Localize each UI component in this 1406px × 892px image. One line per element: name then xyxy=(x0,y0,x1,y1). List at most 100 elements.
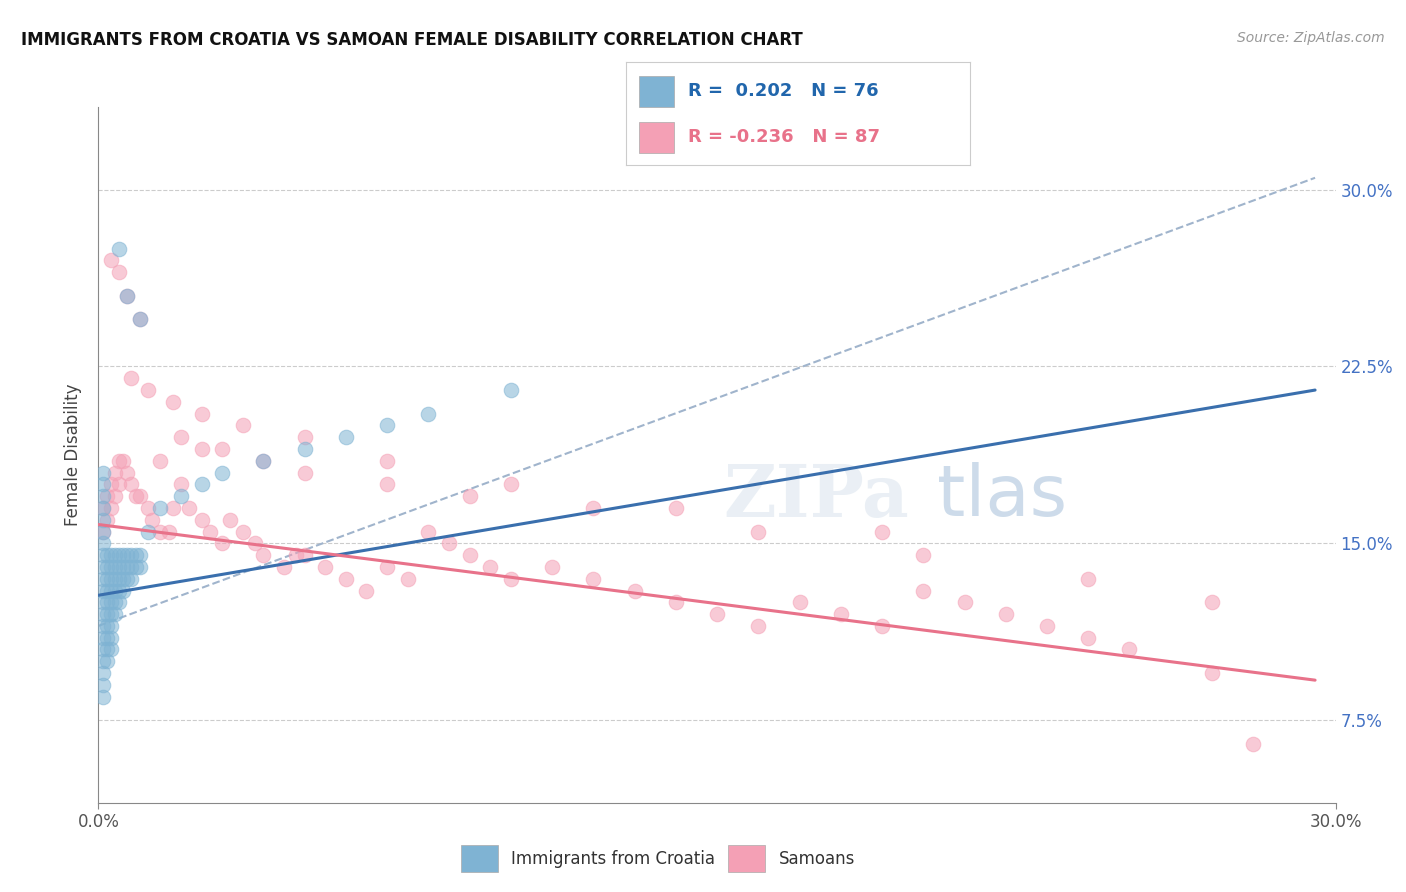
Point xyxy=(335,572,357,586)
Point xyxy=(96,619,118,633)
Bar xyxy=(640,76,673,106)
Point xyxy=(232,524,254,539)
Point xyxy=(91,489,114,503)
Point xyxy=(582,500,605,515)
Point xyxy=(104,583,127,598)
Point xyxy=(1201,666,1223,681)
Point xyxy=(91,607,114,621)
Point xyxy=(294,466,316,480)
Point xyxy=(108,242,131,256)
Point xyxy=(418,407,440,421)
Point xyxy=(499,383,522,397)
Point xyxy=(294,442,316,456)
Point xyxy=(994,607,1017,621)
Point xyxy=(104,595,127,609)
Point xyxy=(91,642,114,657)
Point xyxy=(479,560,502,574)
Point xyxy=(100,607,122,621)
Point xyxy=(128,548,150,562)
Point xyxy=(665,595,688,609)
Point xyxy=(870,619,893,633)
Point xyxy=(112,583,135,598)
Point xyxy=(149,500,172,515)
Point xyxy=(190,477,212,491)
Point xyxy=(252,454,274,468)
Point xyxy=(665,500,688,515)
Point xyxy=(190,407,212,421)
Point xyxy=(162,395,184,409)
Point xyxy=(190,442,212,456)
Point xyxy=(96,642,118,657)
Point xyxy=(108,548,131,562)
Point xyxy=(1077,572,1099,586)
Point xyxy=(190,513,212,527)
Text: R = -0.236   N = 87: R = -0.236 N = 87 xyxy=(688,128,880,146)
Point xyxy=(100,548,122,562)
Point xyxy=(149,524,172,539)
Point xyxy=(91,524,114,539)
Point xyxy=(124,560,146,574)
Point xyxy=(211,466,233,480)
Point xyxy=(91,536,114,550)
Point xyxy=(706,607,728,621)
Point xyxy=(100,619,122,633)
Point xyxy=(96,548,118,562)
Point xyxy=(273,560,295,574)
Point xyxy=(96,572,118,586)
Point xyxy=(120,477,142,491)
Point xyxy=(124,548,146,562)
Point xyxy=(314,560,336,574)
Point xyxy=(91,572,114,586)
Point xyxy=(100,477,122,491)
Point xyxy=(252,548,274,562)
Point xyxy=(375,477,398,491)
Point xyxy=(335,430,357,444)
Point xyxy=(170,477,193,491)
Point xyxy=(252,454,274,468)
Point xyxy=(108,560,131,574)
Point xyxy=(582,572,605,586)
Point xyxy=(128,560,150,574)
Point xyxy=(170,489,193,503)
Point xyxy=(1201,595,1223,609)
Point xyxy=(91,560,114,574)
Point xyxy=(117,548,139,562)
Point xyxy=(96,583,118,598)
Point xyxy=(112,572,135,586)
Point xyxy=(375,560,398,574)
Point xyxy=(232,418,254,433)
Point xyxy=(294,548,316,562)
Point xyxy=(91,619,114,633)
Point xyxy=(104,466,127,480)
Point xyxy=(112,548,135,562)
Point xyxy=(437,536,460,550)
Point xyxy=(211,442,233,456)
Point xyxy=(91,595,114,609)
Point xyxy=(117,560,139,574)
Point xyxy=(91,654,114,668)
Point xyxy=(91,583,114,598)
Point xyxy=(120,560,142,574)
Text: Source: ZipAtlas.com: Source: ZipAtlas.com xyxy=(1237,31,1385,45)
Point xyxy=(141,513,163,527)
Point xyxy=(108,265,131,279)
Text: ZIPa: ZIPa xyxy=(723,461,908,533)
Point xyxy=(136,383,159,397)
Point xyxy=(91,524,114,539)
Y-axis label: Female Disability: Female Disability xyxy=(65,384,83,526)
Point xyxy=(100,560,122,574)
Bar xyxy=(640,122,673,153)
Point xyxy=(211,536,233,550)
Point xyxy=(396,572,419,586)
Point xyxy=(458,548,481,562)
Point xyxy=(104,572,127,586)
Point xyxy=(136,500,159,515)
Point xyxy=(294,430,316,444)
Point xyxy=(91,513,114,527)
Point xyxy=(623,583,645,598)
Point xyxy=(418,524,440,539)
Point xyxy=(91,500,114,515)
Point xyxy=(1118,642,1140,657)
Point xyxy=(149,454,172,468)
Point xyxy=(1077,631,1099,645)
